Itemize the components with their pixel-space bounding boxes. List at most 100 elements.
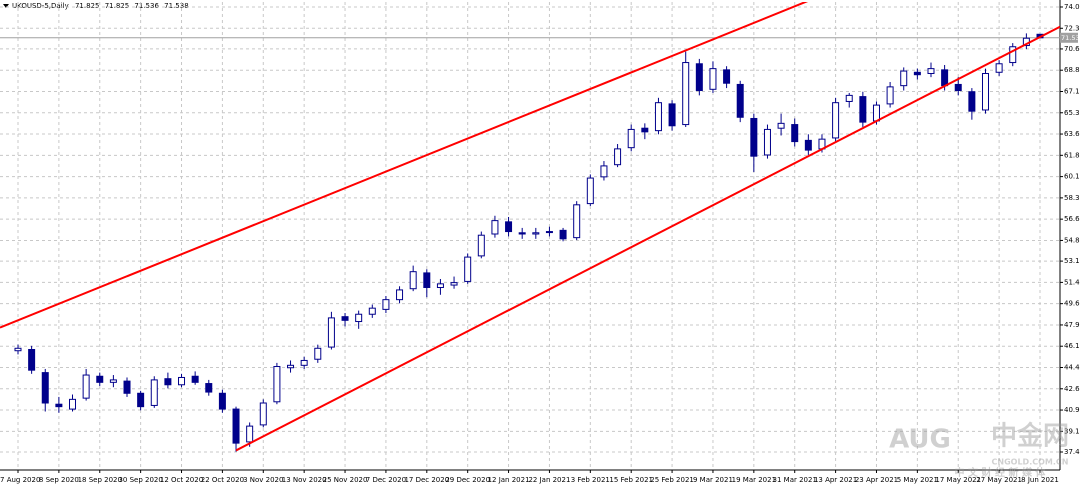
x-tick-label: 27 May 2021 <box>976 476 1022 484</box>
candle-body <box>109 379 117 383</box>
x-tick-label: 22 Oct 2020 <box>201 476 244 484</box>
candle-body <box>436 283 444 288</box>
candle-body <box>477 234 485 257</box>
candle-body <box>41 372 49 404</box>
candle-body <box>723 69 731 84</box>
x-tick-label: 13 Nov 2020 <box>282 476 327 484</box>
watermark: AUG <box>889 425 951 455</box>
candle-body <box>287 364 295 369</box>
candle-body <box>941 69 949 87</box>
y-tick-label: 51.420 <box>1064 278 1080 286</box>
x-tick-label: 31 Mar 2021 <box>773 476 817 484</box>
y-tick-label: 70.620 <box>1064 45 1080 53</box>
y-tick-label: 40.920 <box>1064 406 1080 414</box>
candle-body <box>69 398 77 410</box>
candle-body <box>314 347 322 360</box>
candle-body <box>736 83 744 118</box>
x-tick-label: 25 Feb 2021 <box>650 476 694 484</box>
candle-body <box>804 139 812 151</box>
candle-body <box>205 383 213 393</box>
price-label-bg <box>1060 32 1078 43</box>
x-tick-label: 19 Mar 2021 <box>732 476 776 484</box>
y-tick-label: 61.870 <box>1064 151 1080 159</box>
x-tick-label: 9 Mar 2021 <box>693 476 733 484</box>
candle-body <box>872 104 880 122</box>
candle-body <box>654 102 662 132</box>
candle-body <box>28 349 36 371</box>
close-value: 71.538 <box>164 2 189 10</box>
x-tick-label: 30 Sep 2020 <box>118 476 162 484</box>
candle-body <box>232 408 240 444</box>
candle-body <box>150 379 158 406</box>
y-tick-label: 44.420 <box>1064 363 1080 371</box>
candle-body <box>164 378 172 386</box>
x-tick-label: 8 Sep 2020 <box>39 476 79 484</box>
candle-body <box>559 229 567 240</box>
low-value: 71.536 <box>134 2 159 10</box>
candle-body <box>505 221 513 233</box>
x-tick-label: 12 Oct 2020 <box>160 476 203 484</box>
x-tick-label: 3 Feb 2021 <box>571 476 610 484</box>
high-value: 71.825 <box>105 2 130 10</box>
candle-body <box>845 94 853 102</box>
candle-body <box>573 204 581 239</box>
y-tick-label: 68.870 <box>1064 66 1080 74</box>
candle-body <box>832 102 840 139</box>
candle-body <box>355 313 363 323</box>
candle-body <box>641 127 649 133</box>
candle-body <box>981 72 989 111</box>
y-tick-label: 47.920 <box>1064 321 1080 329</box>
candle-body <box>96 375 104 383</box>
candle-body <box>709 68 717 90</box>
trendline <box>0 2 809 329</box>
plot-area <box>0 2 1060 452</box>
candle-body <box>423 272 431 288</box>
candle-body <box>532 232 540 235</box>
candle-body <box>55 403 63 408</box>
x-tick-label: 22 Jan 2021 <box>528 476 570 484</box>
candle-body <box>791 124 799 143</box>
x-tick-label: 8 Jun 2021 <box>1021 476 1059 484</box>
candle-body <box>614 148 622 166</box>
x-tick-label: 18 Sep 2020 <box>78 476 122 484</box>
chart-header: UKOUSD-5,Daily 71.825 71.825 71.536 71.5… <box>12 2 189 10</box>
x-tick-label: 17 Dec 2020 <box>404 476 449 484</box>
candle-body <box>927 68 935 74</box>
candle-body <box>137 392 145 408</box>
x-tick-label: 23 Apr 2021 <box>855 476 898 484</box>
candle-body <box>327 317 335 348</box>
candle-body <box>82 374 90 399</box>
watermark: CNGOLD.COM.CN <box>992 458 1069 467</box>
x-tick-label: 3 Nov 2020 <box>243 476 283 484</box>
candle-body <box>464 256 472 282</box>
x-tick-label: 15 Feb 2021 <box>609 476 653 484</box>
candle-body <box>545 231 553 234</box>
candle-body <box>14 347 22 352</box>
symbol: UKOUSD-5,Daily <box>12 2 69 10</box>
y-tick-label: 39.170 <box>1064 427 1080 435</box>
candle-body <box>341 316 349 321</box>
candle-body <box>750 117 758 157</box>
candle-body <box>600 165 608 178</box>
candle-body <box>246 425 254 443</box>
candle-body <box>450 282 458 286</box>
candle-body <box>668 103 676 127</box>
x-tick-label: 7 Dec 2020 <box>366 476 406 484</box>
y-tick-label: 54.870 <box>1064 236 1080 244</box>
menu-arrow[interactable] <box>3 4 9 8</box>
y-tick-label: 56.620 <box>1064 215 1080 223</box>
candle-body <box>968 91 976 112</box>
candle-body <box>995 63 1003 73</box>
candle-body <box>695 63 703 92</box>
y-tick-label: 67.120 <box>1064 87 1080 95</box>
x-tick-label: 12 Jan 2021 <box>488 476 530 484</box>
candle-body <box>627 128 635 149</box>
candle-body <box>763 128 771 156</box>
candle-body <box>954 83 962 92</box>
y-tick-label: 53.170 <box>1064 257 1080 265</box>
candle-body <box>518 232 526 235</box>
candle-body <box>777 122 785 129</box>
candle-body <box>191 375 199 383</box>
y-tick-label: 65.370 <box>1064 109 1080 117</box>
candle-body <box>178 376 186 386</box>
